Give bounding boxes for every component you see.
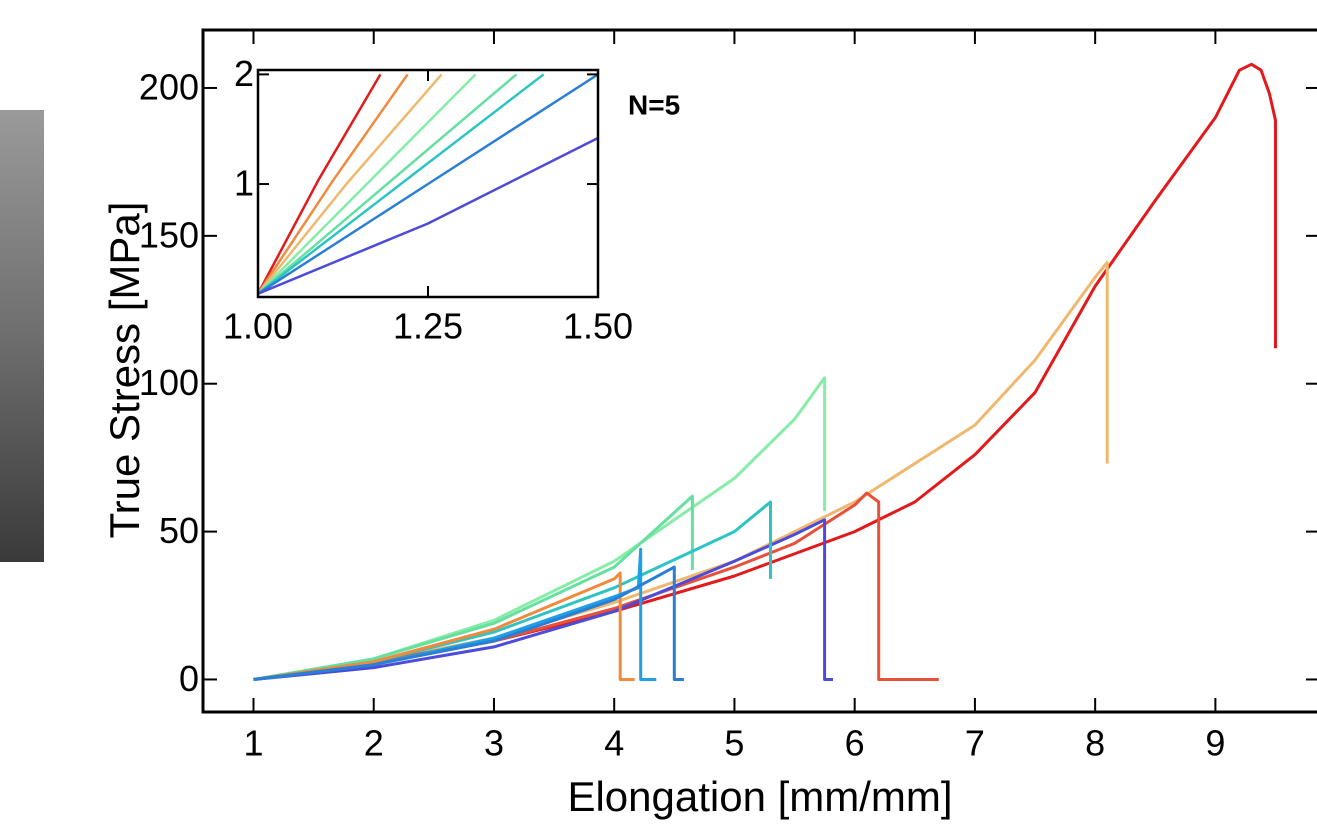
data-line xyxy=(253,518,833,681)
x-tick-label: 7 xyxy=(965,723,985,764)
data-line xyxy=(253,571,635,681)
annotation: N=5 xyxy=(628,89,680,120)
data-line xyxy=(258,73,477,295)
y-tick-label: 1 xyxy=(234,163,254,204)
data-line xyxy=(258,73,409,295)
x-tick-label: 1 xyxy=(243,723,263,764)
x-tick-label: 2 xyxy=(364,723,384,764)
y-tick-label: 150 xyxy=(139,214,199,255)
data-line xyxy=(253,261,1109,681)
photo-fragment xyxy=(0,110,44,562)
x-tick-label: 3 xyxy=(484,723,504,764)
y-tick-label: 2 xyxy=(234,53,254,94)
data-line xyxy=(258,136,598,295)
y-axis-label: True Stress [MPa] xyxy=(101,202,148,539)
x-tick-label: 6 xyxy=(845,723,865,764)
x-tick-label: 1.25 xyxy=(393,306,463,347)
x-tick-label: 1.50 xyxy=(563,306,633,347)
data-line xyxy=(253,494,694,681)
x-tick-label: 5 xyxy=(724,723,744,764)
x-tick-label: 4 xyxy=(604,723,624,764)
y-tick-label: 100 xyxy=(139,362,199,403)
y-tick-label: 0 xyxy=(179,658,199,699)
data-line xyxy=(258,73,443,295)
data-line xyxy=(258,73,382,295)
y-tick-label: 50 xyxy=(159,510,199,551)
data-line xyxy=(253,565,684,681)
x-axis-label: Elongation [mm/mm] xyxy=(567,773,952,820)
x-tick-label: 8 xyxy=(1085,723,1105,764)
axes-frame xyxy=(201,28,1317,714)
data-line xyxy=(258,73,518,295)
data-line xyxy=(258,73,545,295)
y-tick-label: 200 xyxy=(139,66,199,107)
x-tick-label: 1.00 xyxy=(223,306,293,347)
data-line xyxy=(258,73,598,295)
x-tick-label: 9 xyxy=(1205,723,1225,764)
axes-frame xyxy=(256,68,600,299)
